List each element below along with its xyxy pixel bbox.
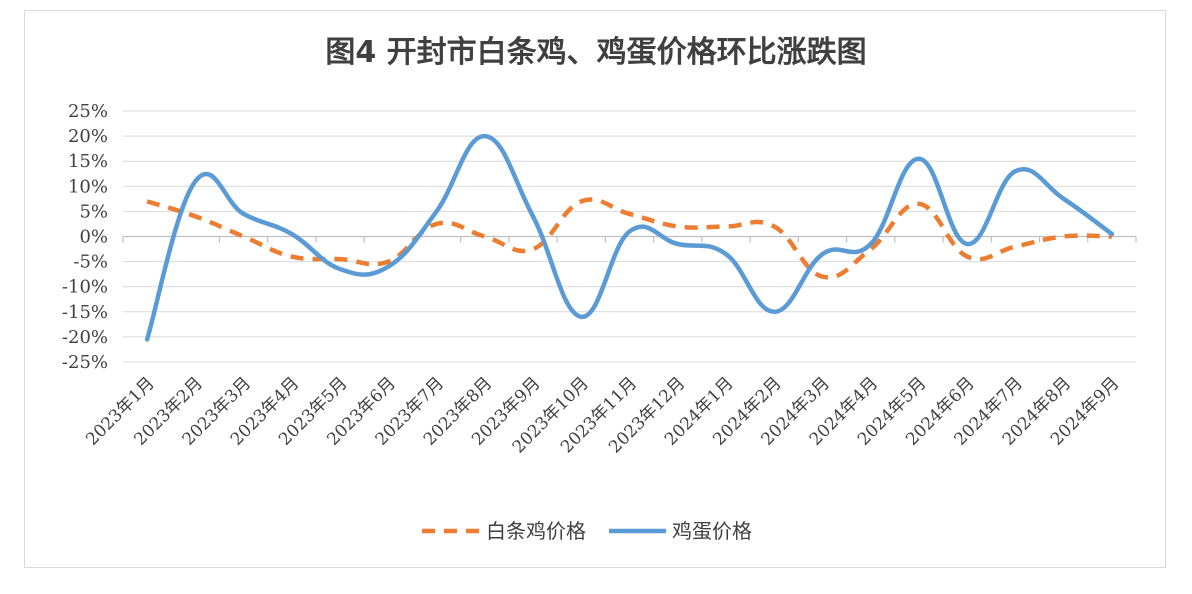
legend: 白条鸡价格 鸡蛋价格	[422, 519, 752, 543]
y-tick-label: 20%	[68, 126, 108, 147]
series-lines	[144, 133, 1115, 342]
y-tick-label: -10%	[62, 277, 108, 298]
y-tick-label: -15%	[62, 302, 108, 323]
y-tick-label: -5%	[73, 252, 108, 273]
x-axis	[122, 235, 1137, 243]
y-tick-label: 0%	[79, 227, 108, 248]
y-tick-label: 15%	[68, 151, 108, 172]
legend-label-egg: 鸡蛋价格	[672, 519, 752, 543]
gridlines	[123, 110, 1136, 363]
y-tick-label: -25%	[62, 352, 108, 373]
chart-frame	[24, 10, 1166, 568]
series-line-egg	[144, 133, 1115, 342]
y-tick-label: 10%	[68, 176, 108, 197]
y-tick-label: 25%	[68, 101, 108, 122]
legend-label-broiler: 白条鸡价格	[486, 519, 586, 543]
y-tick-label: -20%	[62, 327, 108, 348]
y-axis-ticks: 25% 20% 15% 10% 5% 0% -5% -10% -15% -20% -25%	[62, 101, 108, 373]
series-line-broiler	[146, 197, 1112, 280]
y-tick-label: 5%	[79, 201, 108, 222]
x-axis-ticks: 2023年1月2023年2月2023年3月2023年4月2023年5月2023年…	[82, 373, 1123, 457]
chart-title: 图4 开封市白条鸡、鸡蛋价格环比涨跌图	[325, 35, 866, 70]
